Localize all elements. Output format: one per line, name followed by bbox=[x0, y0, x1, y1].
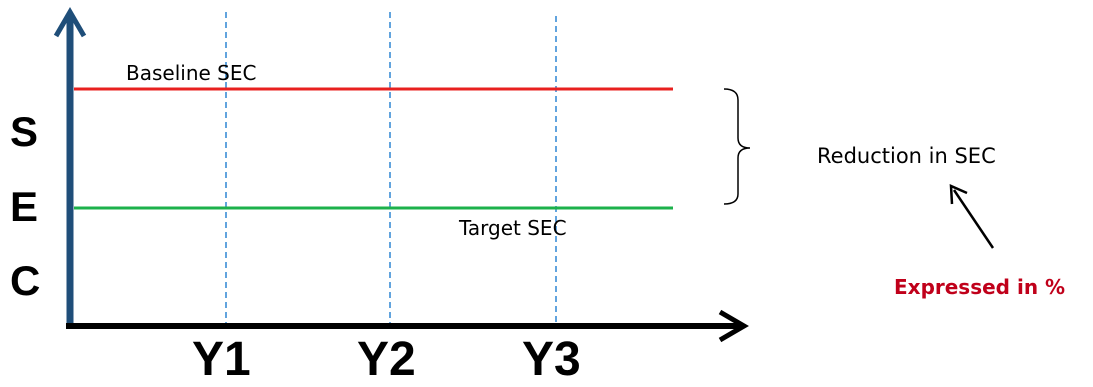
target-sec-label: Target SEC bbox=[459, 216, 567, 240]
reduction-in-sec-label: Reduction in SEC bbox=[817, 144, 996, 168]
x-tick-y3: Y3 bbox=[522, 333, 581, 386]
x-tick-y2: Y2 bbox=[357, 333, 416, 386]
x-axis-arrowhead bbox=[718, 309, 749, 343]
y-axis-letter-c: C bbox=[10, 257, 41, 304]
y-axis-letter-s: S bbox=[10, 108, 39, 155]
y-axis-arrowhead bbox=[53, 7, 87, 38]
reduction-brace bbox=[723, 88, 751, 205]
expressed-in-percent-note: Expressed in % bbox=[894, 275, 1066, 299]
y-axis-letter-e: E bbox=[10, 183, 39, 230]
x-tick-y1: Y1 bbox=[192, 333, 251, 386]
baseline-sec-label: Baseline SEC bbox=[126, 61, 257, 85]
note-arrow-line bbox=[952, 189, 995, 249]
note-arrow-head bbox=[949, 184, 968, 205]
